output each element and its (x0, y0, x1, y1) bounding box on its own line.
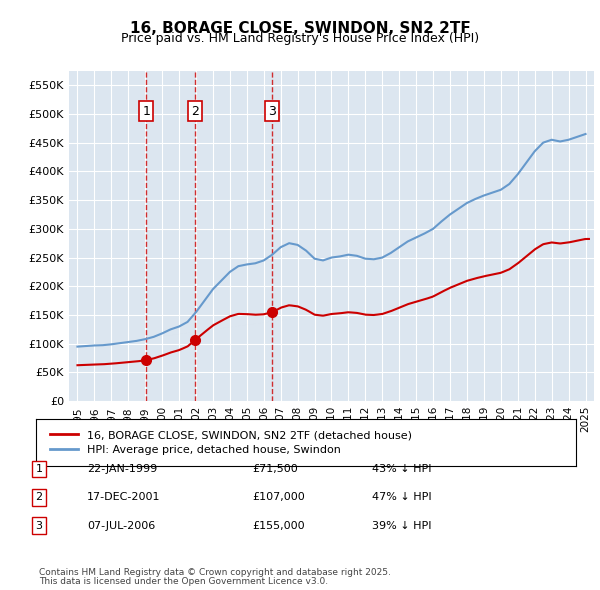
Text: £71,500: £71,500 (252, 464, 298, 474)
Legend: 16, BORAGE CLOSE, SWINDON, SN2 2TF (detached house), HPI: Average price, detache: 16, BORAGE CLOSE, SWINDON, SN2 2TF (deta… (47, 427, 415, 458)
Text: 47% ↓ HPI: 47% ↓ HPI (372, 493, 431, 502)
Text: 07-JUL-2006: 07-JUL-2006 (87, 521, 155, 530)
Text: This data is licensed under the Open Government Licence v3.0.: This data is licensed under the Open Gov… (39, 577, 328, 586)
Text: £155,000: £155,000 (252, 521, 305, 530)
Text: 16, BORAGE CLOSE, SWINDON, SN2 2TF: 16, BORAGE CLOSE, SWINDON, SN2 2TF (130, 21, 470, 35)
Text: 43% ↓ HPI: 43% ↓ HPI (372, 464, 431, 474)
Text: Price paid vs. HM Land Registry's House Price Index (HPI): Price paid vs. HM Land Registry's House … (121, 32, 479, 45)
Text: 39% ↓ HPI: 39% ↓ HPI (372, 521, 431, 530)
Text: 2: 2 (191, 104, 199, 117)
Text: 3: 3 (35, 521, 43, 530)
Text: 1: 1 (142, 104, 150, 117)
Text: 17-DEC-2001: 17-DEC-2001 (87, 493, 161, 502)
Text: 22-JAN-1999: 22-JAN-1999 (87, 464, 157, 474)
Text: Contains HM Land Registry data © Crown copyright and database right 2025.: Contains HM Land Registry data © Crown c… (39, 568, 391, 577)
Text: 1: 1 (35, 464, 43, 474)
Text: £107,000: £107,000 (252, 493, 305, 502)
Text: 3: 3 (268, 104, 277, 117)
Text: 2: 2 (35, 493, 43, 502)
